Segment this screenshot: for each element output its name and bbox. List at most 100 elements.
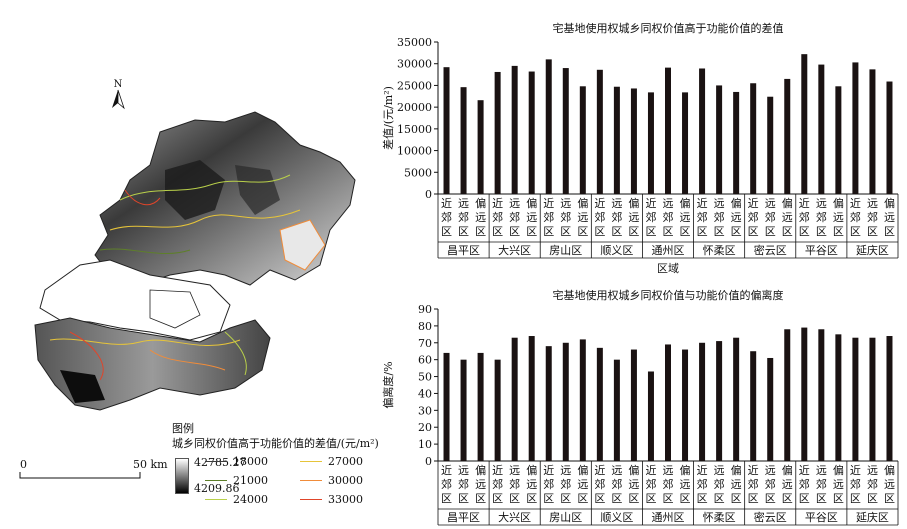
subcategory-label-char: 区 <box>782 492 793 505</box>
contour-line-swatch <box>300 499 322 500</box>
subcategory-label-char: 区 <box>799 492 810 505</box>
bar <box>852 337 859 461</box>
subcategory-label-char: 郊 <box>850 211 861 224</box>
subcategory-label-char: 郊 <box>816 478 827 491</box>
subcategory-label-char: 远 <box>458 464 469 477</box>
subcategory-label-char: 区 <box>731 492 742 505</box>
subcategory-label-char: 郊 <box>663 478 674 491</box>
subcategory-label-char: 偏 <box>526 196 537 210</box>
group-label: 房山区 <box>549 244 582 257</box>
subcategory-label-char: 郊 <box>645 211 656 224</box>
group-label: 房山区 <box>549 511 582 524</box>
subcategory-label-char: 郊 <box>543 478 554 491</box>
subcategory-label-char: 区 <box>543 492 554 505</box>
subcategory-label-char: 远 <box>560 197 571 210</box>
subcategory-label-char: 区 <box>441 225 452 238</box>
bar <box>545 346 552 461</box>
bar <box>460 87 467 194</box>
subcategory-label-char: 区 <box>645 225 656 238</box>
y-tick-label: 0 <box>425 188 432 201</box>
bar <box>613 359 620 461</box>
group-label: 延庆区 <box>856 243 889 257</box>
subcategory-label-char: 区 <box>526 492 537 505</box>
subcategory-label-char: 郊 <box>509 478 520 491</box>
bar <box>613 86 620 194</box>
bar <box>784 78 791 194</box>
subcategory-label-char: 远 <box>867 197 878 210</box>
subcategory-label-char: 区 <box>816 225 827 238</box>
subcategory-label-char: 偏 <box>526 463 537 477</box>
subcategory-label-char: 远 <box>765 197 776 210</box>
subcategory-label-char: 区 <box>850 492 861 505</box>
group-label: 昌平区 <box>447 244 480 257</box>
y-tick-label: 50 <box>418 371 432 384</box>
subcategory-label-char: 区 <box>509 492 520 505</box>
subcategory-label-char: 区 <box>799 225 810 238</box>
group-label: 怀柔区 <box>703 511 736 524</box>
group-label: 密云区 <box>754 510 787 524</box>
subcategory-label-char: 远 <box>526 211 537 224</box>
subcategory-label-char: 区 <box>850 225 861 238</box>
subcategory-label-char: 远 <box>884 478 895 491</box>
subcategory-label-char: 区 <box>458 492 469 505</box>
subcategory-label-char: 区 <box>816 492 827 505</box>
subcategory-label-char: 近 <box>697 197 708 210</box>
bar <box>767 96 774 194</box>
subcategory-label-char: 郊 <box>748 211 759 224</box>
bar <box>852 62 859 194</box>
subcategory-label-char: 区 <box>458 225 469 238</box>
subcategory-label-char: 区 <box>867 492 878 505</box>
bar <box>784 329 791 461</box>
subcategory-label-char: 远 <box>714 197 725 210</box>
contour-line-swatch <box>300 480 322 481</box>
group-label: 延庆区 <box>856 510 889 524</box>
subcategory-label-char: 远 <box>731 211 742 224</box>
y-tick-label: 70 <box>418 337 432 350</box>
subcategory-label-char: 偏 <box>731 196 742 210</box>
legend-gradient <box>175 458 189 494</box>
subcategory-label-char: 郊 <box>441 211 452 224</box>
subcategory-label-char: 远 <box>680 211 691 224</box>
contour-legend-item: 21000 <box>205 474 268 487</box>
bar <box>699 342 706 461</box>
bar <box>886 81 893 194</box>
subcategory-label-char: 郊 <box>799 211 810 224</box>
subcategory-label-char: 远 <box>509 197 520 210</box>
bar <box>835 334 842 461</box>
bar <box>869 69 876 194</box>
subcategory-label-char: 远 <box>714 464 725 477</box>
subcategory-label-char: 偏 <box>680 463 691 477</box>
contour-line-swatch <box>205 461 227 462</box>
bar <box>562 68 569 194</box>
subcategory-label-char: 近 <box>594 464 605 477</box>
group-label: 通州区 <box>652 244 685 257</box>
y-tick-label: 5000 <box>404 166 432 179</box>
contour-legend-label: 30000 <box>328 474 363 487</box>
subcategory-label-char: 近 <box>543 464 554 477</box>
subcategory-label-char: 偏 <box>628 196 639 210</box>
subcategory-label-char: 区 <box>833 492 844 505</box>
bar <box>630 88 637 194</box>
contour-legend-label: 18000 <box>233 455 268 468</box>
legend-heading: 图例 <box>172 422 194 435</box>
subcategory-label-char: 远 <box>816 197 827 210</box>
subcategory-label-char: 区 <box>748 225 759 238</box>
subcategory-label-char: 偏 <box>731 463 742 477</box>
subcategory-label-char: 区 <box>492 492 503 505</box>
y-tick-label: 25000 <box>397 79 432 92</box>
subcategory-label-char: 区 <box>680 225 691 238</box>
subcategory-label-char: 远 <box>611 464 622 477</box>
subcategory-label-char: 近 <box>492 197 503 210</box>
subcategory-label-char: 区 <box>509 225 520 238</box>
subcategory-label-char: 区 <box>577 492 588 505</box>
subcategory-label-char: 区 <box>645 492 656 505</box>
subcategory-label-char: 区 <box>526 225 537 238</box>
contour-line-swatch <box>205 480 227 481</box>
subcategory-label-char: 近 <box>645 197 656 210</box>
subcategory-label-char: 郊 <box>697 211 708 224</box>
subcategory-label-char: 区 <box>884 225 895 238</box>
subcategory-label-char: 郊 <box>850 478 861 491</box>
subcategory-label-char: 区 <box>765 492 776 505</box>
bar <box>511 65 518 194</box>
contour-line-swatch <box>300 461 322 462</box>
